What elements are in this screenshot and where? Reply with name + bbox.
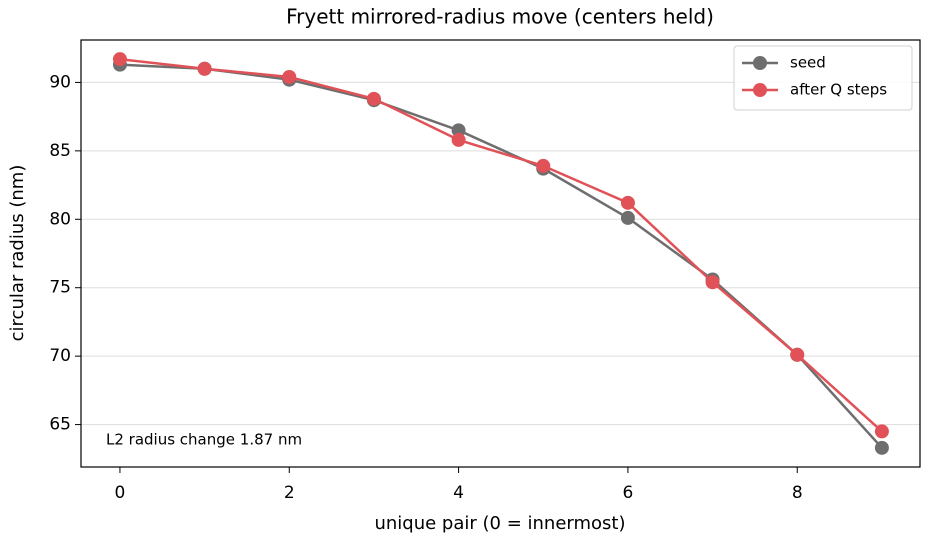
data-point <box>874 424 889 439</box>
x-tick-label: 2 <box>284 483 295 503</box>
data-point <box>874 440 889 455</box>
legend-label: seed <box>790 54 826 72</box>
data-point <box>790 347 805 362</box>
data-point <box>112 52 127 67</box>
x-tick-label: 6 <box>623 483 634 503</box>
y-tick-label: 85 <box>49 141 71 161</box>
y-axis-label: circular radius (nm) <box>7 165 28 342</box>
legend-marker <box>753 56 767 70</box>
x-tick-label: 0 <box>115 483 126 503</box>
legend: seed after Q steps <box>733 45 913 111</box>
data-point <box>366 91 381 106</box>
y-tick-label: 90 <box>49 72 71 92</box>
x-axis-label: unique pair (0 = innermost) <box>374 513 625 534</box>
y-tick-label: 80 <box>49 209 71 229</box>
data-point <box>282 69 297 84</box>
data-point <box>620 210 635 225</box>
y-tick-label: 75 <box>49 278 71 298</box>
series-line <box>119 57 883 433</box>
legend-box <box>733 45 913 111</box>
annotation: L2 radius change 1.87 nm <box>106 431 302 449</box>
legend-label: after Q steps <box>790 81 887 99</box>
data-point <box>451 123 466 138</box>
legend-marker <box>753 83 767 97</box>
chart-title: Fryett mirrored-radius move (centers hel… <box>286 5 714 29</box>
x-tick-label: 8 <box>792 483 803 503</box>
data-point <box>451 132 466 147</box>
data-point <box>197 61 212 76</box>
data-point <box>705 275 720 290</box>
x-tick-label: 4 <box>453 483 464 503</box>
series-line <box>119 63 883 449</box>
data-point <box>536 158 551 173</box>
plot-frame <box>80 39 921 468</box>
data-point <box>620 195 635 210</box>
y-tick-label: 65 <box>49 415 71 435</box>
y-tick-label: 70 <box>49 346 71 366</box>
